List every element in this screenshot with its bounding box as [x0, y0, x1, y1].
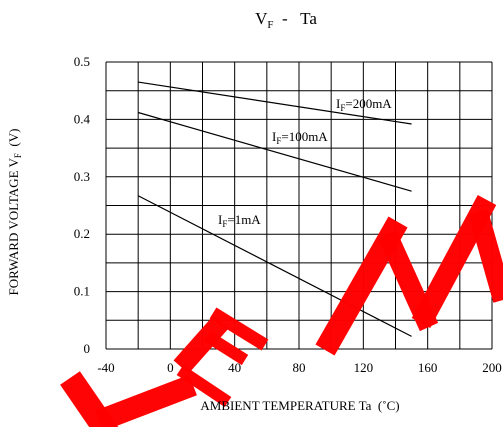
x-tick-label: 80 [293, 360, 306, 375]
y-tick-label: 0.5 [74, 54, 90, 69]
x-axis-label: AMBIENT TEMPERATURE Ta (˚C) [200, 398, 399, 413]
chart-tick-labels: -40 0 40 80 120 160 200 0 0.1 0.2 0.3 0.4 0.5 [74, 54, 502, 375]
watermark-stroke [60, 371, 119, 427]
series-line [137, 195, 412, 337]
x-tick-label: 160 [418, 360, 438, 375]
series-label: IF=200mA [336, 96, 392, 113]
watermark-stroke [176, 365, 232, 407]
y-tick-label: 0 [84, 341, 91, 356]
x-tick-label: 120 [354, 360, 374, 375]
x-tick-label: 40 [228, 360, 241, 375]
watermark-stroke [468, 209, 503, 303]
chart-title: VF - Ta [255, 9, 317, 31]
y-axis-label: FORWARD VOLTAGE VF (V) [6, 129, 23, 296]
series-label: IF=100mA [272, 129, 328, 146]
x-tick-label: -40 [97, 360, 114, 375]
watermark-stroke [209, 307, 269, 351]
y-tick-label: 0.1 [74, 284, 90, 299]
watermark-stroke [203, 330, 249, 366]
y-tick-label: 0.4 [74, 111, 91, 126]
series-line [138, 111, 412, 192]
y-tick-label: 0.2 [74, 226, 90, 241]
chart-series: IF=200mA IF=100mA IF=1mA [137, 81, 412, 337]
watermark-stroke [95, 374, 197, 427]
watermark-stroke [173, 315, 229, 374]
series-label: IF=1mA [218, 212, 261, 229]
y-tick-label: 0.3 [74, 169, 90, 184]
x-tick-label: 0 [167, 360, 174, 375]
lem-watermark [60, 195, 503, 427]
series-line [138, 81, 412, 125]
x-tick-label: 200 [482, 360, 502, 375]
